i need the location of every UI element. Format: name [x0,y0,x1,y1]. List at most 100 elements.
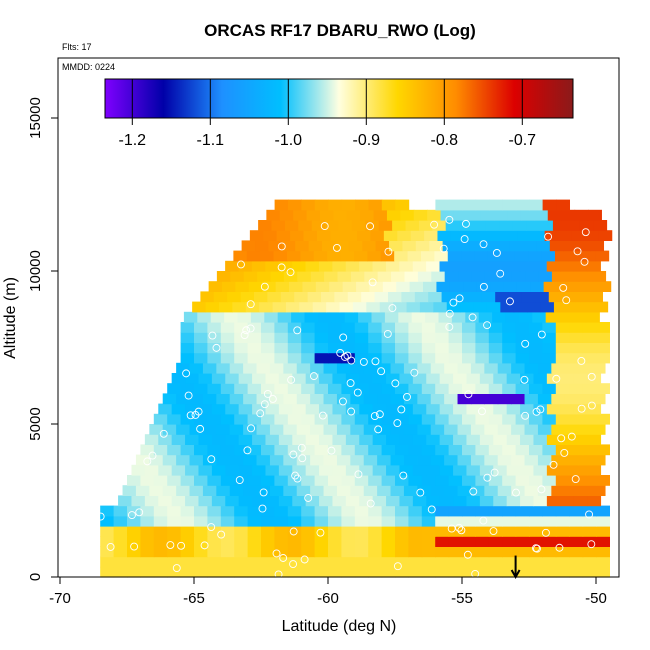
heatmap-cell [409,281,424,292]
heatmap-cell [504,230,519,241]
heatmap-cell [479,464,494,476]
heatmap-cell [314,322,329,333]
heatmap-cell [566,220,581,231]
heatmap-cell [475,536,490,547]
sample-marker [580,257,589,266]
heatmap-cell [220,526,235,537]
heatmap-cell [354,444,369,456]
heatmap-cell [555,342,570,354]
heatmap-cell [524,424,539,435]
heatmap-cell [517,230,532,241]
heatmap-cell [314,526,329,537]
heatmap-cell [445,220,460,231]
heatmap-cell [341,505,356,517]
heatmap-cell [543,281,558,292]
heatmap-cell [336,454,351,466]
heatmap-cell [220,546,235,558]
colorbar-tick-label: -0.9 [353,132,381,149]
heatmap-cell [274,444,289,456]
heatmap-cell [310,454,325,466]
heatmap-cell [287,556,302,568]
heatmap-cell [466,464,481,476]
heatmap-cell [439,495,454,507]
heatmap-cell [553,301,568,313]
heatmap-cell [430,454,445,466]
heatmap-cell [271,220,286,231]
heatmap-cell [497,424,512,435]
heatmap-cell [272,301,287,313]
heatmap-cell [433,301,448,313]
sample-marker [416,488,425,497]
heatmap-cell [520,373,535,384]
y-tick-label: 5000 [27,407,44,440]
heatmap-cell [555,383,570,394]
heatmap-cell [247,505,262,517]
heatmap-cell [377,393,392,405]
heatmap-cell [556,199,571,211]
heatmap-cell [444,393,459,405]
heatmap-cell [314,342,329,354]
heatmap-cell [363,485,378,496]
heatmap-cell [444,424,459,435]
heatmap-cell [171,403,186,415]
heatmap-cell [597,281,612,292]
heatmap-cell [466,434,481,445]
heatmap-cell [502,526,517,537]
heatmap-cell [256,362,271,374]
heatmap-cell [113,536,128,547]
heatmap-cell [569,526,584,537]
sample-marker [383,329,392,338]
heatmap-cell [395,515,409,527]
heatmap-cell [167,536,182,547]
heatmap-cell [122,485,137,496]
heatmap-cell [328,526,342,537]
heatmap-cell [495,291,510,303]
heatmap-cell [439,464,454,476]
heatmap-cell [328,199,343,211]
heatmap-cell [265,495,280,507]
x-tick-label: -60 [317,590,339,607]
heatmap-cell [542,475,557,486]
heatmap-cell [345,434,360,445]
heatmap-cell [488,475,503,486]
heatmap-cell [560,403,575,415]
heatmap-cell [301,342,316,354]
heatmap-cell [475,199,490,211]
heatmap-cell [551,424,566,435]
heatmap-cell [306,209,321,221]
heatmap-cell [403,393,418,405]
sample-marker [316,528,325,537]
heatmap-cell [462,505,476,517]
sample-marker [366,499,375,508]
heatmap-cell [551,271,566,282]
heatmap-cell [516,281,531,292]
sample-marker [208,331,217,340]
heatmap-cell [211,434,226,445]
heatmap-cell [524,485,539,496]
heatmap-cell [311,220,326,231]
heatmap-cell [350,485,365,496]
heatmap-cell [548,291,563,303]
heatmap-cell [450,230,465,241]
heatmap-cell [368,546,383,558]
heatmap-cell [386,209,401,221]
heatmap-cell [234,566,249,578]
heatmap-cell [515,383,530,394]
heatmap-cell [586,260,601,272]
heatmap-cell [529,515,543,527]
heatmap-cell [414,291,429,303]
sample-marker [243,446,252,455]
heatmap-cell [287,566,302,578]
heatmap-cell [229,362,244,374]
heatmap-cell [425,311,440,323]
heatmap-cell [118,495,133,507]
heatmap-cell [488,332,503,343]
heatmap-cell [127,566,141,578]
heatmap-cell [332,434,347,445]
heatmap-cell [194,536,208,547]
heatmap-cell [411,311,426,323]
heatmap-cell [207,515,222,527]
heatmap-cell [372,373,387,384]
heatmap-cell [216,271,231,282]
heatmap-cell [233,250,248,262]
